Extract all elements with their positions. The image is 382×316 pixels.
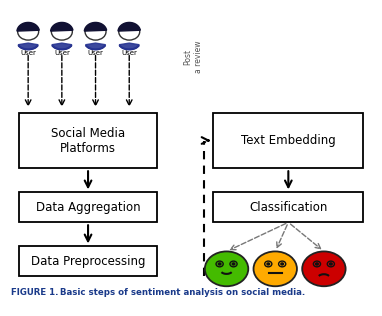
Circle shape xyxy=(85,23,106,40)
Text: User: User xyxy=(54,50,70,56)
Text: Classification: Classification xyxy=(249,201,327,214)
Circle shape xyxy=(316,263,318,265)
Circle shape xyxy=(216,261,223,267)
Polygon shape xyxy=(18,43,38,49)
Circle shape xyxy=(119,23,140,40)
Circle shape xyxy=(267,263,270,265)
Circle shape xyxy=(265,261,272,267)
Polygon shape xyxy=(84,22,107,31)
FancyBboxPatch shape xyxy=(19,113,157,168)
Text: Data Preprocessing: Data Preprocessing xyxy=(31,255,145,268)
Polygon shape xyxy=(86,43,105,49)
FancyBboxPatch shape xyxy=(19,192,157,222)
Text: Post
a review: Post a review xyxy=(183,41,202,73)
Circle shape xyxy=(205,252,248,286)
Text: User: User xyxy=(87,50,104,56)
Circle shape xyxy=(232,263,235,265)
Polygon shape xyxy=(119,43,139,49)
Text: FIGURE 1.: FIGURE 1. xyxy=(11,288,59,297)
Polygon shape xyxy=(118,22,140,31)
Circle shape xyxy=(302,252,346,286)
Text: Data Aggregation: Data Aggregation xyxy=(36,201,140,214)
FancyBboxPatch shape xyxy=(214,192,363,222)
Circle shape xyxy=(278,261,286,267)
Text: Basic steps of sentiment analysis on social media.: Basic steps of sentiment analysis on soc… xyxy=(54,288,306,297)
Text: User: User xyxy=(121,50,137,56)
Polygon shape xyxy=(52,43,72,49)
FancyBboxPatch shape xyxy=(214,113,363,168)
Circle shape xyxy=(230,261,237,267)
Circle shape xyxy=(327,261,334,267)
Text: Social Media
Platforms: Social Media Platforms xyxy=(51,126,125,155)
Circle shape xyxy=(51,23,72,40)
Text: Text Embedding: Text Embedding xyxy=(241,134,336,147)
FancyBboxPatch shape xyxy=(19,246,157,276)
Polygon shape xyxy=(17,22,39,31)
Circle shape xyxy=(18,23,39,40)
Circle shape xyxy=(281,263,283,265)
Circle shape xyxy=(219,263,221,265)
Circle shape xyxy=(254,252,297,286)
Text: User: User xyxy=(20,50,36,56)
Circle shape xyxy=(330,263,332,265)
Polygon shape xyxy=(51,22,73,31)
Circle shape xyxy=(313,261,320,267)
